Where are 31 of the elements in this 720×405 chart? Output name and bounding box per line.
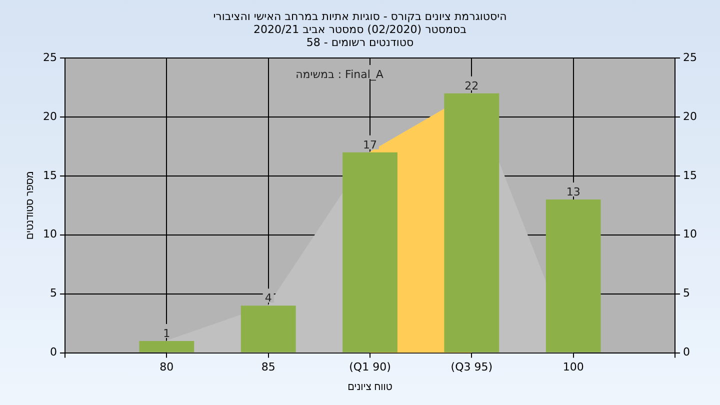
y-tick-label: 0 bbox=[50, 346, 57, 359]
text: בסמסטר (02/2020) סמסטר אביב 2020/21 bbox=[253, 23, 467, 36]
y-tick-label: 25 bbox=[42, 50, 57, 64]
x-tick-label: 100 bbox=[562, 360, 584, 374]
chart-title: היסטוגרמת ציונים בקורס - סוגיות אתיות במרחב האישי והציבורי bbox=[212, 10, 508, 23]
y2-tick-label: 10 bbox=[683, 228, 698, 241]
y2-tick-label: 0 bbox=[683, 346, 690, 359]
data-label: 1 bbox=[163, 327, 170, 340]
y2-tick-label: 25 bbox=[683, 50, 698, 64]
bar bbox=[139, 341, 194, 352]
y-tick-label: 20 bbox=[42, 110, 57, 123]
data-label: 17 bbox=[363, 138, 377, 152]
annotation: במשימה : Final_A bbox=[296, 68, 384, 81]
bar bbox=[546, 200, 601, 352]
data-label: 22 bbox=[464, 79, 479, 92]
x-tick-label: 85 bbox=[261, 360, 276, 374]
data-label: 13 bbox=[566, 186, 580, 199]
x-tick-label: 80 bbox=[160, 360, 174, 374]
data-label: 4 bbox=[264, 292, 272, 305]
y-tick-label: 15 bbox=[42, 168, 57, 182]
bar bbox=[240, 306, 296, 352]
x-tick-label: (Q1 90) bbox=[349, 360, 391, 374]
y2-tick-label: 5 bbox=[683, 286, 690, 300]
y-tick-label: 5 bbox=[50, 286, 57, 300]
y-tick-label: 10 bbox=[42, 228, 57, 241]
text: סטודנטים רשומים - 58 bbox=[306, 36, 414, 49]
y-axis-title: מספר סטודנטים bbox=[24, 171, 36, 240]
x-axis-title: טווח ציונים bbox=[348, 382, 392, 393]
y2-tick-label: 15 bbox=[683, 168, 698, 182]
x-tick-label: (Q3 95) bbox=[450, 360, 493, 374]
y2-tick-label: 20 bbox=[683, 110, 698, 123]
